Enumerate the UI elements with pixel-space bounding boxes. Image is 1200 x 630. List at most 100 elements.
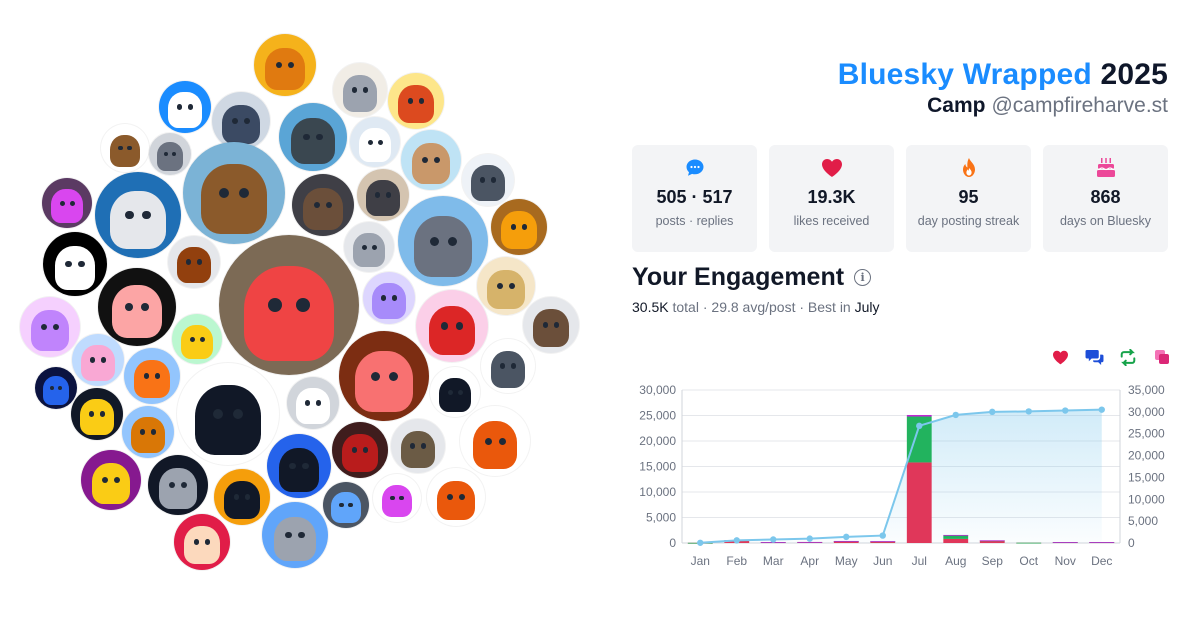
avatar-dark-red-face[interactable] [332,422,388,478]
bar-segment [943,538,969,543]
avatar-pink-unicorn[interactable] [20,297,80,357]
avatar-maze-art[interactable] [148,455,208,515]
avatar-young-man[interactable] [523,297,579,353]
x-tick-label: Feb [726,554,747,568]
info-icon[interactable]: i [854,269,872,286]
avatar-purple-dragon[interactable] [363,272,415,324]
x-tick-label: Jun [873,554,892,568]
y2-tick-label: 5,000 [1128,514,1158,528]
avatar-kaomoji[interactable] [43,232,107,296]
bar-segment [906,414,932,417]
y-tick-label: 15,000 [639,460,676,474]
stat-value: 505 · 517 [656,187,733,207]
bar-segment [1052,542,1078,543]
y2-tick-label: 25,000 [1128,427,1165,441]
avatar-raccoon-sketch[interactable] [462,154,514,206]
bar-segment [870,541,896,543]
legend-replies-reply-icon[interactable] [1084,347,1104,367]
avatar-cloud-logo[interactable] [287,377,339,429]
avatar-dog-white[interactable] [168,236,220,288]
avatar-garfield[interactable] [254,34,316,96]
avatar-red-hair-woman[interactable] [339,331,429,421]
avatar-orange-wolf[interactable] [214,469,270,525]
x-tick-label: May [835,554,858,568]
brand-title: Bluesky Wrapped [837,58,1092,91]
legend-quotes-quote-icon[interactable] [1152,347,1172,367]
avatar-white-dragon[interactable] [481,339,535,393]
avatar-llama[interactable] [401,130,461,190]
cumulative-point [843,533,850,541]
avatar-bald-man[interactable] [174,514,230,570]
engagement-total-word: total [672,299,699,315]
avatar-pink-mouse[interactable] [373,474,421,522]
avatar-bear-dark[interactable] [292,174,354,236]
avatar-neon-cat[interactable] [35,367,77,409]
engagement-title: Your Engagement [632,263,845,291]
y-tick-label: 10,000 [639,485,676,499]
y-tick-label: 5,000 [646,511,676,525]
avatar-grey-cat-scarf[interactable] [323,482,369,528]
legend-reposts-repost-icon[interactable] [1118,347,1138,367]
avatar-dark-character[interactable] [42,178,92,228]
avatar-pastel-pony[interactable] [72,334,124,386]
y-tick-label: 25,000 [639,409,676,423]
x-tick-label: Oct [1019,554,1038,568]
avatar-grey-wolf[interactable] [262,502,328,568]
avatar-raccoon-hat[interactable] [398,196,488,286]
bar-segment [943,535,969,539]
avatar-white-dog[interactable] [350,117,400,167]
bar-segment [833,541,859,543]
avatar-gold-alien[interactable] [81,450,141,510]
stat-value: 19.3K [807,187,856,207]
avatar-lion-warrior[interactable] [491,199,547,255]
engagement-best-month: July [854,299,880,315]
avatar-grey-creature[interactable] [149,133,191,175]
bar-segment [943,534,969,536]
avatar-wolf-grey[interactable] [212,92,270,150]
avatar-sketch-bunny[interactable] [344,222,394,272]
bar-segment [979,540,1005,542]
avatar-christmas-fox[interactable] [460,406,530,476]
avatar-blue-masked[interactable] [267,434,331,498]
legend-likes-heart-icon[interactable] [1050,347,1070,367]
profile-line: Camp @campfireharve.st [838,94,1168,118]
avatar-red-wolf[interactable] [416,290,488,362]
x-tick-label: Jan [691,554,710,568]
stat-label: likes received [793,214,870,228]
cumulative-point [1098,406,1105,413]
x-tick-label: Jul [912,554,927,568]
avatar-santa-bear[interactable] [101,124,149,172]
wrapped-header: Bluesky Wrapped 2025 Camp @campfireharve.… [838,58,1168,118]
avatar-hyena-sketch[interactable] [391,419,445,473]
avatar-blonde-girl[interactable] [172,314,222,364]
x-tick-label: Nov [1055,554,1076,568]
page-title: Bluesky Wrapped 2025 [838,58,1168,92]
avatar-bat-logo[interactable] [177,363,279,465]
avatar-lion-blue[interactable] [95,172,181,258]
flame-icon [960,157,978,184]
engagement-chart: 0 5,000 10,000 15,000 20,000 25,000 30,000 0 5,0… [639,383,1165,568]
avatar-fox-cartoon[interactable] [427,468,485,526]
avatar-brown-bear[interactable] [183,142,285,244]
avatar-orange-fox[interactable] [388,73,444,129]
avatar-yellow-critter[interactable] [71,388,123,440]
avatar-corgi[interactable] [122,406,174,458]
avatar-blonde-woman[interactable] [477,257,535,315]
stat-label: day posting streak [917,214,1020,228]
engagement-total: 30.5K [632,299,669,315]
stat-label: days on Bluesky [1059,214,1152,228]
avatar-sketch-cat[interactable] [333,63,387,117]
avatar-cluster [20,34,579,570]
bar-segment [906,462,932,543]
avatar-bearded-man[interactable] [357,169,409,221]
avatar-pumpkin-field[interactable] [124,348,180,404]
avatar-bluesky-butterfly[interactable] [159,81,211,133]
avatar-bulldog[interactable] [279,103,347,171]
avatar-panda-kid[interactable] [430,367,480,417]
avatar-goth-girl[interactable] [98,268,176,346]
cumulative-point [806,535,813,542]
avatar-hyena-main[interactable] [219,235,359,375]
x-tick-label: Aug [945,554,966,568]
stat-card-posts: 505 · 517 posts · replies [632,145,757,252]
year-title: 2025 [1100,58,1168,91]
